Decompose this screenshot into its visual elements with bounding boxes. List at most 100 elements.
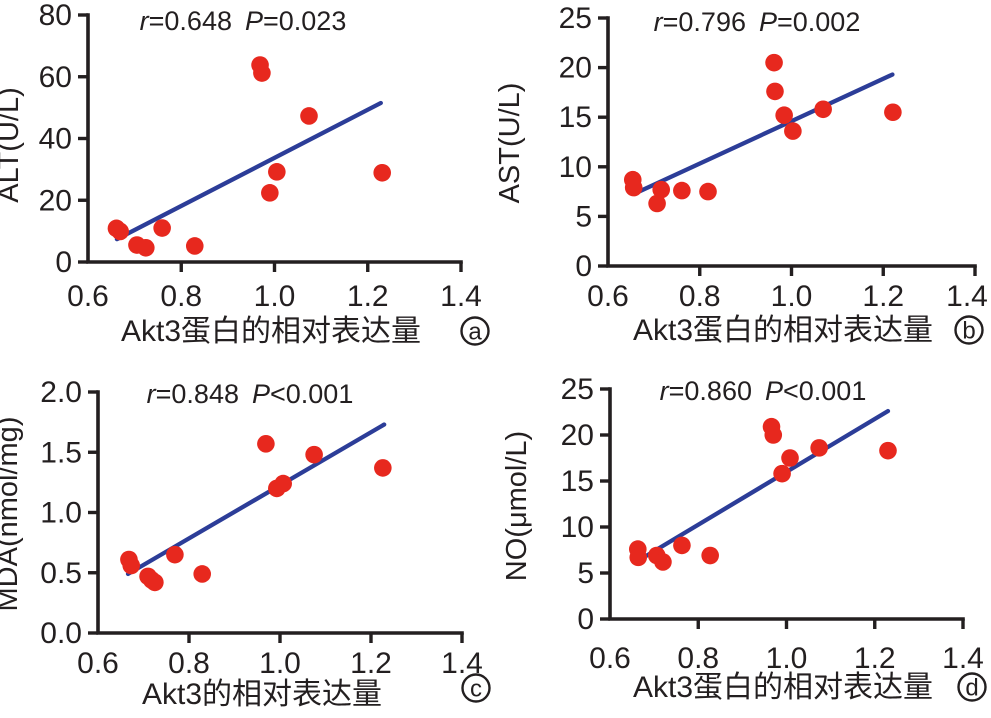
panel-badge-letter: b [962,318,975,345]
data-point [185,237,204,255]
y-tick-label: 0 [575,250,592,283]
data-point [652,180,671,199]
data-point [701,546,719,565]
x-tick-label: 1.4 [942,642,984,675]
data-point [253,64,271,82]
panel-badge-letter: c [470,676,482,703]
data-point [673,536,691,555]
stats-annotation: r=0.848 P<0.001 [147,379,354,409]
y-axis-label: ALT(U/L) [0,87,25,202]
panel-c: 0.0 0.5 1.0 1.5 2.0 0.6 0.8 1.0 1.2 1.4 r=0.848 P<0… [0,360,495,718]
y-axis-label: MDA(nmol/mg) [0,417,24,612]
data-point [137,238,155,257]
x-axis-label: Akt3蛋白的相对表达量 [633,314,933,347]
data-point [268,163,286,181]
data-point [111,222,129,241]
x-tick-label: 1.4 [440,280,482,313]
panel-b: 0 5 10 15 20 25 0.6 0.8 1.0 1.2 1.4 r=0.796 P=0.002 A… [494,0,991,355]
y-tick-label: 80 [39,0,72,32]
data-point [648,194,666,213]
data-point [193,565,211,583]
y-tick-label: 0.5 [40,557,82,590]
panel-badge: c [461,673,491,703]
data-point [257,435,275,453]
x-tick-label: 0.8 [168,647,210,680]
trend-line [114,100,383,242]
data-point [699,182,717,201]
y-tick-label: 5 [577,557,594,590]
x-tick-label: 0.6 [77,647,119,680]
data-point [300,107,318,125]
panel-badge-circle [460,316,490,346]
trend-line [125,422,387,577]
scatter-plot-d: 0 5 10 15 20 25 0.6 0.8 1.0 1.2 1.4 r=0.860 P<0.001 A… [501,373,987,704]
y-tick-label: 10 [559,151,592,184]
x-axis-label: Akt3蛋白的相对表达量 [633,671,933,704]
data-point [624,178,643,197]
y-tick-label: 15 [561,465,594,498]
x-tick-label: 0.6 [589,642,631,675]
trend-line [643,408,891,559]
panel-d: 0 5 10 15 20 25 0.6 0.8 1.0 1.2 1.4 r=0.860 P<0.001 A… [495,360,991,718]
data-point [629,548,648,567]
x-tick-label: 0.8 [677,642,719,675]
y-tick-label: 2.0 [40,376,82,409]
y-tick-label: 25 [559,2,592,35]
x-tick-label: 1.2 [854,642,896,675]
panel-badge: a [460,316,490,346]
x-tick-label: 0.8 [679,280,721,313]
x-tick-label: 0.8 [160,280,202,313]
data-point [775,106,793,125]
x-tick-label: 0.6 [67,280,109,313]
data-point [784,122,802,140]
y-tick-label: 40 [39,123,72,156]
data-point [153,219,171,237]
y-tick-label: 20 [39,184,72,217]
y-tick-label: 15 [559,101,592,134]
y-tick-label: 0.0 [40,617,82,650]
scatter-plot-a: 0 20 40 60 80 0.6 0.8 1.0 1.2 1.4 r=0.648 P=0.023 Ak… [0,0,490,348]
scatter-plot-c: 0.00.51.01.52.00.6 0.8 1.0 1.2 1.4r=0.848 P<0… [0,376,491,711]
x-tick-label: 1.2 [350,647,392,680]
y-tick-label: 60 [39,61,72,94]
data-point [781,449,799,467]
x-tick-label: 0.6 [587,280,629,313]
data-point [122,556,141,575]
y-tick-label: 20 [559,52,592,85]
axes [608,387,965,621]
y-tick-label: 20 [561,419,594,452]
data-point [305,445,323,464]
panel-badge-letter: a [468,319,482,346]
stats-annotation: r=0.796 P=0.002 [654,7,861,37]
data-point [146,573,164,592]
x-tick-label: 1.0 [259,647,301,680]
y-tick-label: 5 [575,200,592,233]
scatter-plot-b: 0 5 10 15 20 25 0.6 0.8 1.0 1.2 1.4 r=0.796 P=0.002 A… [494,2,988,347]
panel-badge-circle [954,315,984,345]
panel-badge-letter: d [965,675,978,702]
y-axis-label: AST(U/L) [494,83,526,204]
x-tick-label: 1.0 [766,642,808,675]
x-tick-label: 1.0 [254,280,296,313]
x-tick-label: 1.2 [862,280,904,313]
x-tick-label: 1.4 [946,280,988,313]
panel-a: 0 20 40 60 80 0.6 0.8 1.0 1.2 1.4 r=0.648 P=0.023 Ak… [0,0,495,355]
axes [606,16,977,268]
data-point [884,103,902,122]
data-point [373,163,392,182]
data-point [773,464,791,483]
panel-badge-circle [957,672,987,702]
data-point [879,441,897,460]
y-tick-label: 25 [561,373,594,406]
data-point [765,53,783,72]
y-tick-label: 1.5 [40,436,82,469]
y-tick-label: 0 [55,246,72,279]
x-axis-label: Akt3的相对表达量 [142,678,382,711]
y-axis-label: NO(μmol/L) [501,431,533,581]
data-point [673,181,691,200]
data-point [274,474,292,493]
stats-annotation: r=0.860 P<0.001 [660,376,867,406]
x-tick-label: 1.2 [347,280,389,313]
axes [96,390,464,635]
